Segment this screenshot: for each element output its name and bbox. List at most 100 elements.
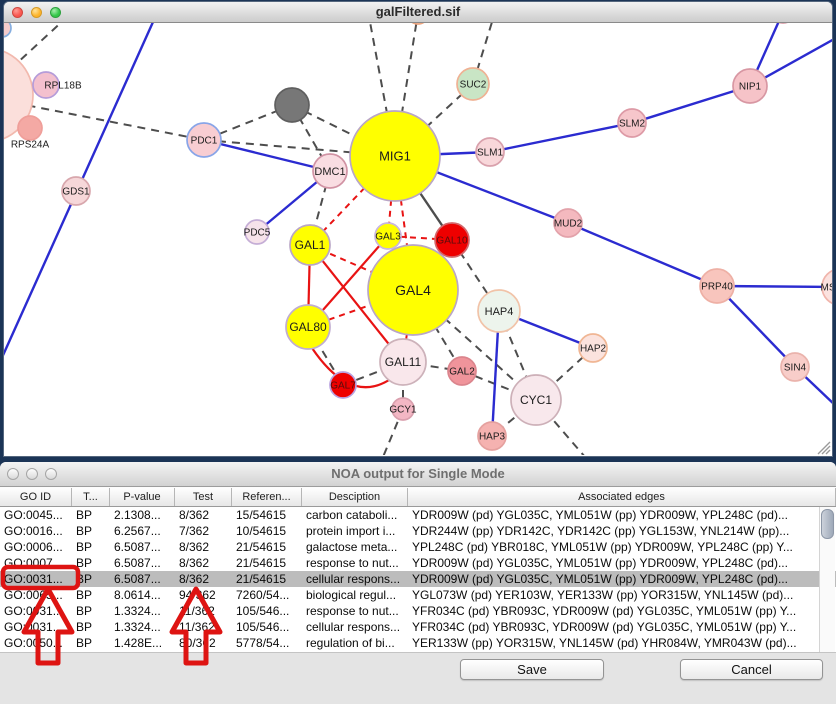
close-button-icon[interactable] (12, 6, 23, 18)
node-cut-node-top-center[interactable] (407, 23, 429, 25)
node-MS-cut-node-right[interactable]: MS (821, 269, 833, 305)
table-row[interactable]: GO:0065... BP 8.0614... 94/362 7260/54... bio… (0, 587, 836, 603)
node-GAL10[interactable]: GAL10 (434, 222, 470, 258)
zoom-button-icon[interactable] (45, 468, 57, 480)
node-cut-node-top-left[interactable] (4, 23, 12, 38)
node-HAP2[interactable]: HAP2 (578, 333, 608, 363)
cell-type: BP (76, 540, 93, 554)
node-GAL3[interactable]: GAL3 (374, 222, 402, 250)
node-SUC2[interactable]: SUC2 (456, 67, 490, 101)
column-header-test[interactable]: Test (175, 488, 232, 506)
table-row[interactable]: GO:0006... BP 6.5087... 8/362 21/54615 galact… (0, 539, 836, 555)
noa-window-title: NOA output for Single Mode (331, 466, 505, 481)
node-NIP1[interactable]: NIP1 (732, 68, 768, 104)
node-GAL1[interactable]: GAL1 (289, 224, 331, 266)
node-label: HAP4 (485, 306, 514, 318)
node-SLM1[interactable]: SLM1 (475, 137, 505, 167)
vertical-scrollbar[interactable] (819, 507, 835, 652)
cell-type: BP (76, 556, 93, 570)
zoom-button-icon[interactable] (50, 6, 61, 18)
column-header-description[interactable]: Desciption (302, 488, 408, 506)
cell-description: galactose meta... (306, 540, 398, 554)
minimize-button-icon[interactable] (26, 468, 38, 480)
node-GDS1[interactable]: GDS1 (61, 176, 91, 206)
cell-test: 11/362 (179, 604, 215, 618)
node-PDC5[interactable]: PDC5 (244, 219, 271, 245)
node-RPS24A[interactable]: RPS24A (11, 115, 50, 151)
cell-p_value: 2.1308... (114, 508, 161, 522)
node-label: PDC5 (244, 228, 271, 239)
column-header-type[interactable]: T... (72, 488, 110, 506)
node-SLM2[interactable]: SLM2 (617, 108, 647, 138)
graph-edge (342, 361, 404, 386)
node-GCY1[interactable]: GCY1 (389, 397, 417, 421)
graph-window-titlebar[interactable]: galFiltered.sif (4, 2, 832, 23)
cell-description: regulation of bi... (306, 636, 395, 650)
table-row[interactable]: GO:0031... BP 1.3324... 11/362 105/546... res… (0, 603, 836, 619)
node-DMC1[interactable]: DMC1 (312, 153, 348, 189)
table-row[interactable]: GO:0031... BP 1.3324... 11/362 105/546... cel… (0, 619, 836, 635)
graph-edge (716, 285, 796, 368)
node-label: GAL80 (289, 320, 327, 334)
cell-reference: 105/546... (236, 620, 290, 634)
noa-window-titlebar[interactable]: NOA output for Single Mode (0, 462, 836, 487)
node-GAL2[interactable]: GAL2 (447, 356, 477, 386)
cell-associated_edges: YGL073W (pd) YER103W, YER133W (pp) YOR31… (412, 588, 794, 602)
node-label: SLM2 (619, 119, 646, 130)
column-header-associated-edges[interactable]: Associated edges (408, 488, 836, 506)
node-HAP4[interactable]: HAP4 (477, 289, 521, 333)
node-label: GDS1 (62, 187, 90, 198)
node-label: RPL18B (44, 81, 82, 92)
table-row[interactable]: GO:0016... BP 6.2567... 7/362 10/54615 protei… (0, 523, 836, 539)
cell-go_id: GO:0031... (4, 604, 63, 618)
table-row[interactable]: GO:0007... BP 6.5087... 8/362 21/54615 respon… (0, 555, 836, 571)
node-label: GAL11 (385, 355, 422, 369)
node-MUD2[interactable]: MUD2 (553, 208, 583, 238)
node-unlabeled-gray-node[interactable] (274, 87, 310, 123)
cancel-button[interactable]: Cancel (680, 659, 823, 680)
node-SIN4[interactable]: SIN4 (780, 352, 810, 382)
save-button[interactable]: Save (460, 659, 604, 680)
node-PDC1[interactable]: PDC1 (186, 122, 222, 158)
node-GAL4[interactable]: GAL4 (367, 244, 459, 336)
cell-associated_edges: YFR034C (pd) YBR093C, YDR009W (pd) YGL03… (412, 604, 797, 618)
close-button-icon[interactable] (7, 468, 19, 480)
node-RPL18B[interactable]: RPL18B (32, 71, 82, 99)
cell-type: BP (76, 604, 93, 618)
table-row-selected[interactable]: GO:0031... BP 6.5087... 8/362 21/54615 cellul… (0, 571, 836, 587)
cell-test: 80/362 (179, 636, 216, 650)
node-label: MS (821, 283, 833, 294)
cell-p_value: 1.3324... (114, 604, 161, 618)
node-GAL80[interactable]: GAL80 (285, 304, 331, 350)
cell-description: carbon cataboli... (306, 508, 398, 522)
node-PRP40[interactable]: PRP40 (699, 268, 735, 304)
scrollbar-thumb[interactable] (821, 509, 834, 539)
cell-associated_edges: YFR034C (pd) YBR093C, YDR009W (pd) YGL03… (412, 620, 797, 634)
cell-go_id: GO:0045... (4, 508, 63, 522)
cell-test: 8/362 (179, 540, 210, 554)
node-GAL7[interactable]: GAL7 (329, 371, 357, 399)
table-row[interactable]: GO:0050... BP 1.428E... 80/362 5778/54... reg… (0, 635, 836, 651)
column-header-go-id[interactable]: GO ID (0, 488, 72, 506)
noa-output-window: NOA output for Single Mode GO ID T... P-… (0, 462, 836, 704)
cell-p_value: 8.0614... (114, 588, 161, 602)
cell-test: 7/362 (179, 524, 210, 538)
cell-p_value: 6.5087... (114, 556, 161, 570)
minimize-button-icon[interactable] (31, 6, 42, 18)
node-CYC1[interactable]: CYC1 (510, 374, 562, 426)
network-canvas[interactable]: RPL18B RPS24A GDS1 PDC1 DMC1 MIG1 SUC2 SLM1 SLM2… (4, 23, 832, 455)
graph-edge (382, 408, 404, 455)
node-label: SUC2 (460, 80, 487, 91)
table-row[interactable]: GO:0045... BP 2.1308... 8/362 15/54615 carbon… (0, 507, 836, 523)
column-header-reference[interactable]: Referen... (232, 488, 302, 506)
node-GAL11[interactable]: GAL11 (379, 338, 427, 386)
cell-test: 8/362 (179, 572, 210, 586)
node-HAP3[interactable]: HAP3 (477, 421, 507, 451)
cell-associated_edges: YER133W (pp) YOR315W, YNL145W (pd) YHR08… (412, 636, 797, 650)
node-label: SIN4 (784, 363, 807, 374)
column-header-p-value[interactable]: P-value (110, 488, 175, 506)
node-MIG1[interactable]: MIG1 (349, 110, 441, 202)
cell-type: BP (76, 508, 93, 522)
cell-reference: 105/546... (236, 604, 290, 618)
cell-description: cellular respons... (306, 620, 401, 634)
